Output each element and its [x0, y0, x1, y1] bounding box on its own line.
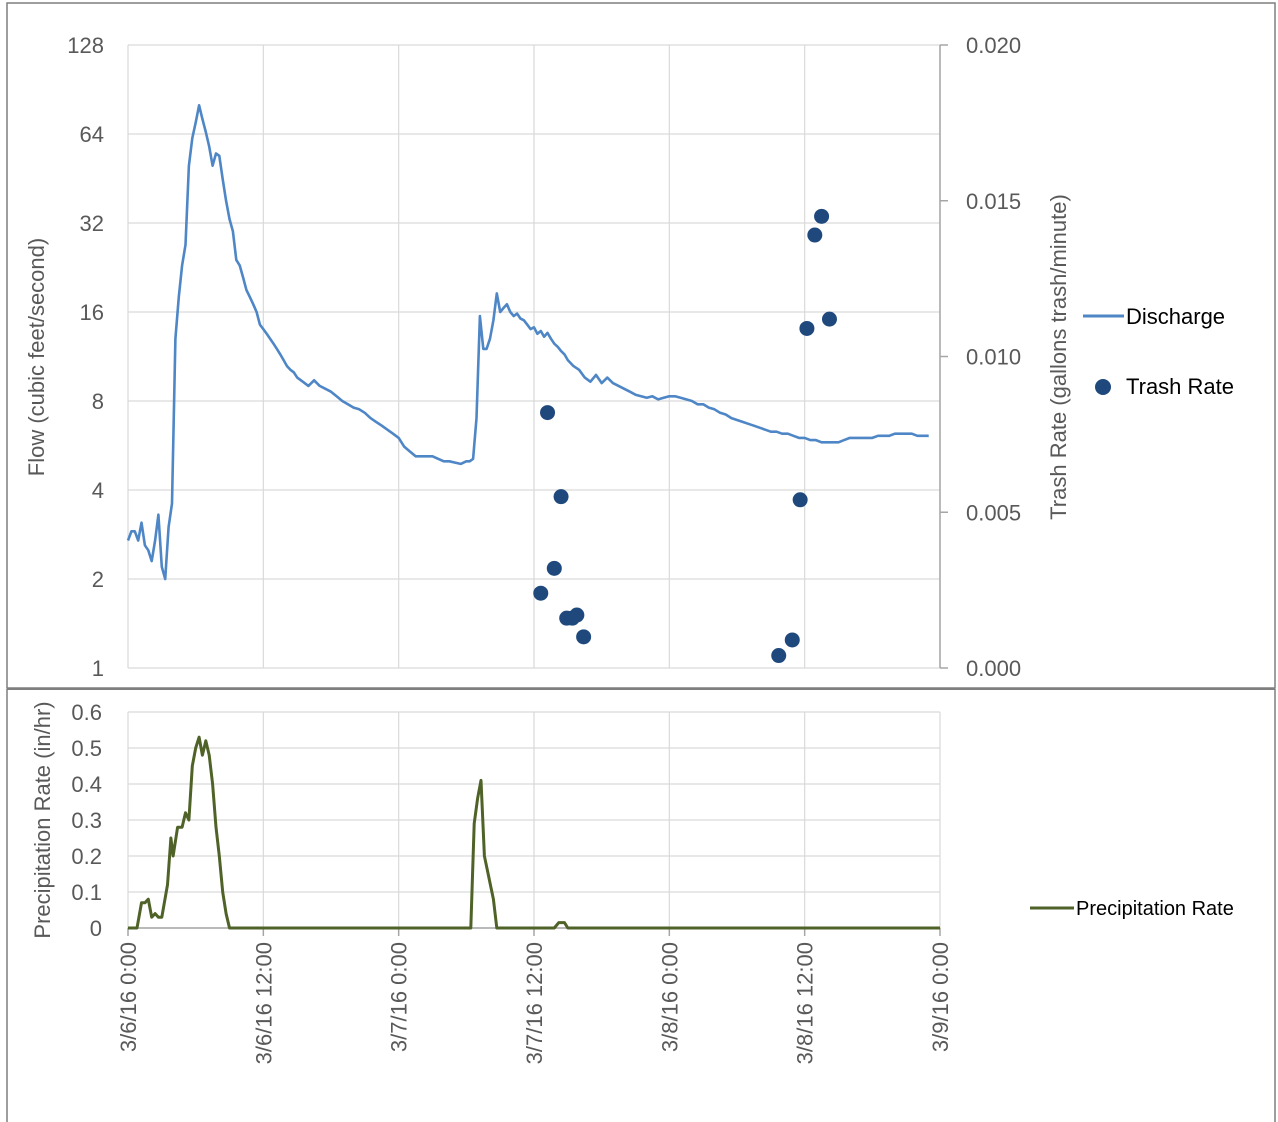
discharge-legend: Discharge: [1083, 304, 1225, 329]
precip-tick-label: 0.5: [71, 736, 102, 761]
precip-tick-label: 0.3: [71, 808, 102, 833]
trash-rate-axis-title: Trash Rate (gallons trash/minute): [1046, 194, 1071, 520]
trash-rate-point: [799, 320, 815, 336]
flow-tick-label: 4: [92, 478, 104, 503]
flow-tick-label: 2: [92, 567, 104, 592]
trash-rate-point: [546, 560, 562, 576]
trash-rate-legend-label: Trash Rate: [1126, 374, 1234, 399]
trash-rate-point: [784, 632, 800, 648]
top-panel-frame: [6, 2, 1276, 689]
precipitation-series-line: [128, 735, 940, 930]
x-tick-label: 3/7/16 12:00: [522, 942, 547, 1064]
flow-tick-label: 16: [80, 300, 104, 325]
top-axis-ticks: 128 64 32 16 8 4 2 1 0.020 0.015 0.010 0.005 0.000: [67, 33, 1021, 681]
x-tick-label: 3/6/16 12:00: [251, 942, 276, 1064]
flow-tick-label: 64: [80, 122, 104, 147]
trash-rate-point: [771, 648, 787, 664]
precip-legend: Precipitation Rate: [1030, 898, 1234, 920]
precip-tick-label: 0: [90, 916, 102, 941]
x-tick-label: 3/6/16 0:00: [116, 942, 141, 1052]
trash-rate-tick-label: 0.015: [966, 189, 1021, 214]
trash-rate-points: [533, 208, 837, 664]
trash-rate-point: [814, 208, 830, 224]
discharge-legend-label: Discharge: [1126, 304, 1225, 329]
flow-tick-label: 128: [67, 33, 104, 58]
precipitation-legend-label: Precipitation Rate: [1076, 898, 1234, 920]
precip-tick-label: 0.4: [71, 772, 102, 797]
bottom-gridlines: [127, 711, 941, 929]
precip-axis-title: Precipitation Rate (in/hr): [30, 701, 55, 938]
trash-rate-tick-label: 0.020: [966, 33, 1021, 58]
trash-rate-point: [553, 489, 569, 505]
x-tick-label: 3/9/16 0:00: [928, 942, 953, 1052]
bottom-axis-ticks: 0.6 0.5 0.4 0.3 0.2 0.1 0 3/6/16 0:00 3/6/16 12:…: [71, 700, 953, 1064]
discharge-series-line: [126, 104, 929, 581]
trash-rate-point: [792, 492, 808, 508]
flow-tick-label: 8: [92, 389, 104, 414]
trash-rate-point: [533, 585, 549, 601]
precip-tick-label: 0.2: [71, 844, 102, 869]
x-tick-label: 3/8/16 0:00: [657, 942, 682, 1052]
precip-tick-label: 0.1: [71, 880, 102, 905]
trash-rate-legend-swatch: [1095, 379, 1111, 395]
trash-rate-point: [807, 227, 823, 243]
trash-rate-tick-label: 0.000: [966, 656, 1021, 681]
trash-rate-tick-label: 0.005: [966, 500, 1021, 525]
trash-rate-legend: Trash Rate: [1095, 374, 1234, 399]
flow-tick-label: 32: [80, 211, 104, 236]
flow-axis-title: Flow (cubic feet/second): [24, 238, 49, 476]
trash-rate-point: [821, 311, 837, 327]
flow-tick-label: 1: [92, 656, 104, 681]
precip-tick-label: 0.6: [71, 700, 102, 725]
trash-rate-tick-label: 0.010: [966, 345, 1021, 370]
trash-rate-point: [576, 629, 592, 645]
x-tick-label: 3/7/16 0:00: [387, 942, 412, 1052]
trash-rate-point: [569, 607, 585, 623]
trash-rate-point: [540, 405, 556, 421]
x-tick-label: 3/8/16 12:00: [793, 942, 818, 1064]
